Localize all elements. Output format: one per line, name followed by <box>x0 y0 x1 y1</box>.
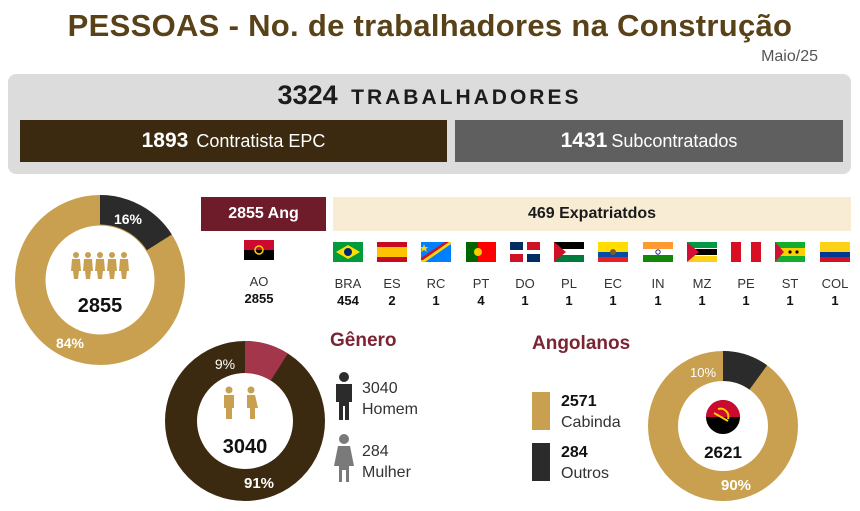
country-count: 1 <box>609 293 617 308</box>
country-code: COL <box>821 276 849 291</box>
gender-pct-women: 9% <box>215 356 235 372</box>
country-code: RC <box>426 276 446 291</box>
flag-mz-icon <box>687 242 717 262</box>
nationality-donut: 2855 16% 84% <box>15 195 185 365</box>
country-code: EC <box>603 276 623 291</box>
country-code: BRA <box>334 276 362 291</box>
epc-bar: 1893 Contratista EPC <box>20 120 447 162</box>
country-code: MZ <box>692 276 712 291</box>
flag-ao-icon <box>244 240 274 260</box>
count-ao: 2855 <box>244 291 274 306</box>
flag-ec-icon <box>598 242 628 262</box>
country-code: ST <box>781 276 799 291</box>
angolanos-center-value: 2621 <box>704 443 742 462</box>
country-code: DO <box>515 276 535 291</box>
epc-value: 1893 <box>141 129 189 152</box>
country-count: 1 <box>521 293 529 308</box>
total-label: TRABALHADORES <box>351 86 582 109</box>
sub-value: 1431 <box>560 129 608 152</box>
angola-emblem-icon <box>706 400 740 434</box>
angolanos-donut: 2621 10% 90% <box>648 351 798 501</box>
gender-title: Gênero <box>330 330 397 351</box>
angolan-box: 2855 Ang <box>201 197 326 231</box>
cabinda-label: Cabinda <box>561 414 621 431</box>
flag-col-icon <box>820 242 850 262</box>
country-count: 1 <box>831 293 839 308</box>
flag-es-icon <box>377 242 407 262</box>
people-group-icon <box>71 252 129 279</box>
donut-hole <box>198 374 292 468</box>
donut-segment-outros <box>648 351 798 501</box>
report-date: Maio/25 <box>761 48 818 65</box>
subcontracted-bar: 1431 Subcontratados <box>455 120 843 162</box>
cabinda-value: 2571 <box>561 393 597 410</box>
donut-segment-women <box>165 341 325 501</box>
country-count: 1 <box>698 293 706 308</box>
country-count: 1 <box>742 293 750 308</box>
donut-pct-angolan: 84% <box>56 335 85 351</box>
country-count: 1 <box>432 293 440 308</box>
legend-swatch-outros <box>532 443 550 481</box>
outros-label: Outros <box>561 465 610 482</box>
flag-do-icon <box>510 242 540 262</box>
country-code: PE <box>737 276 755 291</box>
country-code: PL <box>561 276 577 291</box>
gender-pct-men: 91% <box>244 475 274 492</box>
country-count: 1 <box>786 293 794 308</box>
men-label: Homem <box>362 401 419 418</box>
angolanos-title: Angolanos <box>532 333 631 354</box>
man-icon <box>336 372 352 420</box>
outros-value: 284 <box>561 444 588 461</box>
donut-segment-expat <box>15 195 185 365</box>
donut-pct-expat: 16% <box>114 211 143 227</box>
flag-bra-icon <box>333 242 363 262</box>
country-code: PT <box>472 276 490 291</box>
flag-pe-icon <box>731 242 761 262</box>
women-value: 284 <box>362 443 389 460</box>
code-ao: AO <box>249 274 269 289</box>
expat-box: 469 Expatriatdos <box>333 197 851 231</box>
men-value: 3040 <box>362 380 398 397</box>
country-code: ES <box>383 276 401 291</box>
total-workers: 3324 TRABALHADORES <box>8 80 851 111</box>
women-label: Mulher <box>362 464 411 481</box>
total-value: 3324 <box>277 80 338 110</box>
country-code: IN <box>651 276 665 291</box>
country-count: 1 <box>565 293 573 308</box>
epc-label: Contratista EPC <box>196 130 326 151</box>
woman-icon <box>334 434 354 482</box>
country-count: 454 <box>337 293 359 308</box>
country-count: 1 <box>654 293 662 308</box>
donut-hole <box>44 224 156 336</box>
country-count: 2 <box>388 293 396 308</box>
legend-swatch-cabinda <box>532 392 550 430</box>
flag-pt-icon <box>466 242 496 262</box>
donut-center-value: 2855 <box>78 295 123 317</box>
angolanos-pct-cabinda: 90% <box>721 477 751 494</box>
angolanos-pct-outros: 10% <box>690 365 716 380</box>
page-title: PESSOAS - No. de trabalhadores na Constr… <box>67 8 793 43</box>
flag-rc-icon <box>421 242 451 262</box>
gender-donut: 3040 9% 91% <box>165 341 325 501</box>
country-count: 4 <box>477 293 485 308</box>
sub-label: Subcontratados <box>611 130 738 151</box>
flag-st-icon <box>775 242 805 262</box>
gender-center-value: 3040 <box>223 436 268 458</box>
flag-in-icon <box>643 242 673 262</box>
flag-pl-icon <box>554 242 584 262</box>
man-woman-icon <box>224 386 258 419</box>
